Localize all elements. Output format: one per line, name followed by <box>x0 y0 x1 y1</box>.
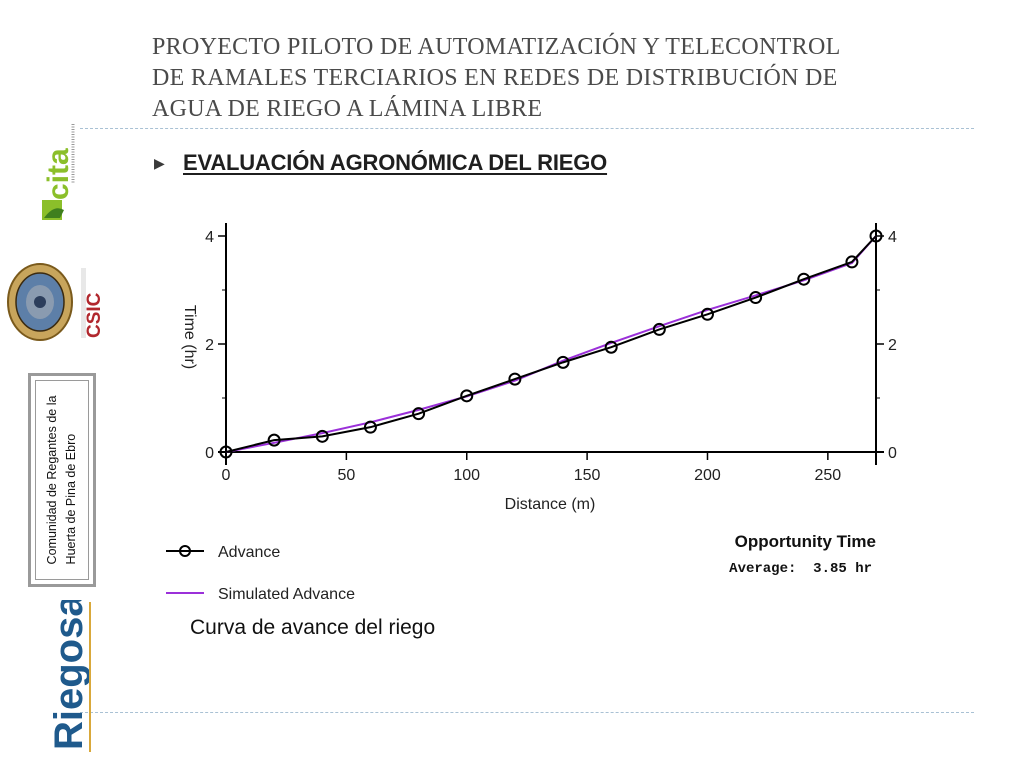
y-tick-label-left: 2 <box>205 337 214 354</box>
top-divider <box>80 128 974 129</box>
legend: Advance Simulated Advance <box>166 544 355 603</box>
advance-line <box>225 235 877 453</box>
title-line-2: DE RAMALES TERCIARIOS EN REDES DE DISTRI… <box>152 65 838 91</box>
cita-logo: cita <box>42 122 76 220</box>
advance-point <box>315 429 329 443</box>
cita-logo-text: cita <box>42 148 75 200</box>
advance-point <box>556 355 570 369</box>
section-heading: EVALUACIÓN AGRONÓMICA DEL RIEGO <box>183 150 608 175</box>
slide-title: PROYECTO PILOTO DE AUTOMATIZACIÓN Y TELE… <box>152 32 972 125</box>
x-tick-label: 100 <box>453 467 480 484</box>
advance-point <box>869 229 883 243</box>
y-axis-label: Time (hr) <box>181 305 198 369</box>
x-tick-label: 200 <box>694 467 721 484</box>
simulated-advance-line <box>225 235 877 453</box>
advance-point <box>797 272 811 286</box>
advance-point <box>749 291 763 305</box>
title-line-3: AGUA DE RIEGO A LÁMINA LIBRE <box>152 96 543 122</box>
bottom-divider <box>80 712 974 713</box>
y-tick-label-right: 2 <box>888 337 897 354</box>
chart-caption: Curva de avance del riego <box>190 616 436 639</box>
x-tick-label: 250 <box>815 467 842 484</box>
advance-point <box>508 372 522 386</box>
comunidad-line-2: Huerta de Pina de Ebro <box>64 433 78 565</box>
y-tick-label-right: 0 <box>888 445 897 462</box>
triangle-right-icon: ▶ <box>154 155 165 171</box>
advance-point <box>460 389 474 403</box>
advance-point <box>700 307 714 321</box>
x-axis-label: Distance (m) <box>505 496 596 513</box>
x-tick-label: 150 <box>574 467 601 484</box>
csic-logo: CSIC <box>81 268 105 338</box>
y-tick-label-left: 0 <box>205 445 214 462</box>
opportunity-time-average: Average: 3.85 hr <box>729 561 872 577</box>
legend-advance-label: Advance <box>218 544 280 561</box>
advance-point <box>412 407 426 421</box>
comunidad-regantes-logo: Comunidad de Regantes de la Huerta de Pi… <box>28 373 96 587</box>
y-tick-label-right: 4 <box>888 229 897 246</box>
riegosalz-logo-text: Riegosalz <box>47 600 91 750</box>
advance-point <box>604 340 618 354</box>
y-tick-label-left: 4 <box>205 229 214 246</box>
x-tick-label: 0 <box>222 467 231 484</box>
advance-point <box>845 255 859 269</box>
legend-simulated-label: Simulated Advance <box>218 586 355 603</box>
title-line-1: PROYECTO PILOTO DE AUTOMATIZACIÓN Y TELE… <box>152 34 841 60</box>
opportunity-time-title: Opportunity Time <box>735 532 876 551</box>
advance-point <box>652 322 666 336</box>
advance-point <box>219 445 233 459</box>
comunidad-line-1: Comunidad de Regantes de la <box>45 395 59 565</box>
riegosalz-logo: Riegosalz <box>47 600 91 752</box>
legend-advance-marker <box>179 545 191 557</box>
csic-logo-text: CSIC <box>84 292 105 338</box>
advance-point <box>363 420 377 434</box>
x-tick-label: 50 <box>337 467 355 484</box>
advance-point <box>267 433 281 447</box>
seal-logo <box>7 263 73 341</box>
